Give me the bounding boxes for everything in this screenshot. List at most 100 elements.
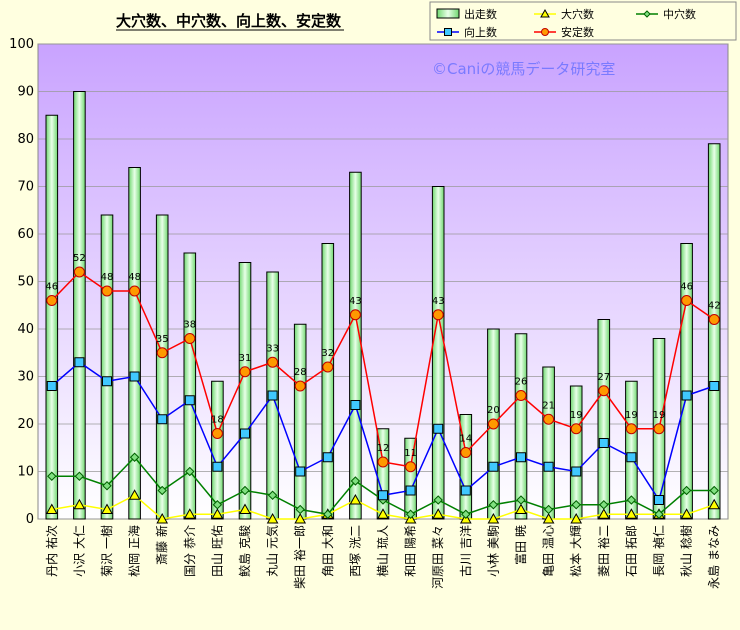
y-tick-label-6: 60 [17,227,34,242]
data-label-4: 35 [156,334,169,345]
point-s1-11 [350,476,361,486]
data-labels: 46 52 48 48 35 38 18 31 33 28 32 43 12 11 43 14 20 26 21 19… [45,253,720,459]
bar-0 [45,114,59,520]
data-label-7: 31 [239,353,252,364]
point-s1-5 [185,466,195,477]
point-s2-17 [516,452,526,463]
y-tick-label-1: 10 [17,465,34,480]
data-label-12: 12 [377,443,390,454]
bar-1 [73,91,86,520]
point-s0-18 [542,512,555,524]
point-s2-10 [322,452,333,463]
bar-7 [238,262,252,520]
bar-2 [100,214,114,520]
point-s2-2 [102,376,112,387]
y-tick-label-0: 0 [26,512,34,527]
point-s3-24 [708,314,720,325]
x-tick-label-5: 国分 恭介 [183,525,197,577]
point-s3-11 [349,309,361,321]
y-tick-label-2: 20 [17,417,34,432]
gridlines [38,43,728,520]
point-s2-19 [571,466,582,477]
data-label-20: 27 [597,372,610,383]
point-s1-9 [295,504,305,515]
point-s0-24 [708,498,721,510]
point-s1-10 [323,509,333,519]
data-label-23: 46 [680,282,693,293]
data-label-22: 19 [653,410,666,421]
point-s2-7 [240,428,250,439]
x-tick-label-16: 小林 美駒 [486,525,500,577]
y-tick-label-9: 90 [17,85,34,100]
point-s2-3 [129,371,140,382]
point-s0-1 [73,498,86,510]
x-tick-label-8: 丸山 元気 [265,525,280,577]
point-s0-7 [239,503,251,514]
bar-21 [625,380,638,520]
legend-label-0: 出走数 [464,7,497,21]
point-s3-5 [184,333,196,344]
point-s3-10 [322,361,334,373]
point-s0-17 [515,503,527,514]
data-label-1: 52 [73,253,86,264]
point-s2-21 [626,452,637,463]
point-s2-14 [433,423,444,434]
data-label-15: 14 [459,434,472,445]
point-s2-6 [212,461,223,472]
x-tick-label-0: 丹内 祐次 [45,525,59,577]
point-s1-23 [681,485,692,496]
point-s0-6 [211,508,224,519]
x-axis: 丹内 祐次 小沢 大仁 菊沢 一樹 松岡 正海 斎藤 新国分 恭介 田山 旺佑 鮫島 克駿丸… [45,525,721,589]
bar-23 [680,243,693,520]
x-tick-label-24: 永島 まなみ [706,525,721,589]
x-tick-label-20: 菱田 裕二 [596,525,611,577]
point-s0-23 [680,508,693,519]
point-s2-5 [184,395,195,406]
point-s3-0 [46,295,58,306]
legend-marker-2 [643,10,651,18]
x-tick-label-22: 長岡 禎仁 [652,525,666,577]
legend-marker-3 [444,28,452,36]
y-tick-label-4: 40 [17,322,34,337]
point-s1-15 [461,509,471,519]
point-s0-9 [294,512,307,524]
point-s1-13 [405,509,416,519]
bar-6 [211,380,224,520]
data-label-17: 26 [515,377,528,388]
point-s2-18 [543,461,554,472]
data-label-14: 43 [432,296,445,307]
x-tick-label-3: 松岡 正海 [127,525,142,577]
data-label-2: 48 [101,272,114,283]
point-s3-4 [156,347,168,359]
data-label-10: 32 [321,348,334,359]
x-tick-label-21: 石田 拓郎 [624,525,638,577]
point-s1-14 [433,495,443,505]
point-s3-16 [487,418,499,430]
point-s0-2 [101,503,113,514]
bar-20 [597,319,611,520]
point-s0-19 [570,512,583,524]
point-s0-4 [156,512,169,524]
point-s0-21 [625,508,638,519]
point-s3-6 [211,428,223,439]
x-tick-label-1: 小沢 大仁 [72,525,86,577]
data-label-19: 19 [570,410,583,421]
point-s2-1 [74,357,85,368]
point-s3-7 [239,366,251,378]
point-s1-6 [212,500,223,510]
point-s0-16 [487,512,500,524]
data-label-5: 38 [183,320,196,331]
data-label-13: 11 [404,448,417,459]
point-s2-22 [654,495,664,505]
data-label-6: 18 [211,415,224,426]
x-tick-label-11: 西塚 洸二 [348,525,362,577]
point-s2-16 [488,461,499,472]
legend-label-3: 向上数 [464,25,497,39]
point-s0-5 [183,508,196,519]
point-s1-8 [267,490,278,500]
point-s2-24 [709,381,720,391]
chart-title: 大穴数、中穴数、向上数、安定数 [116,12,342,30]
point-s2-4 [157,414,168,425]
bar-14 [431,186,445,520]
x-tick-label-7: 鮫島 克駿 [237,525,252,577]
